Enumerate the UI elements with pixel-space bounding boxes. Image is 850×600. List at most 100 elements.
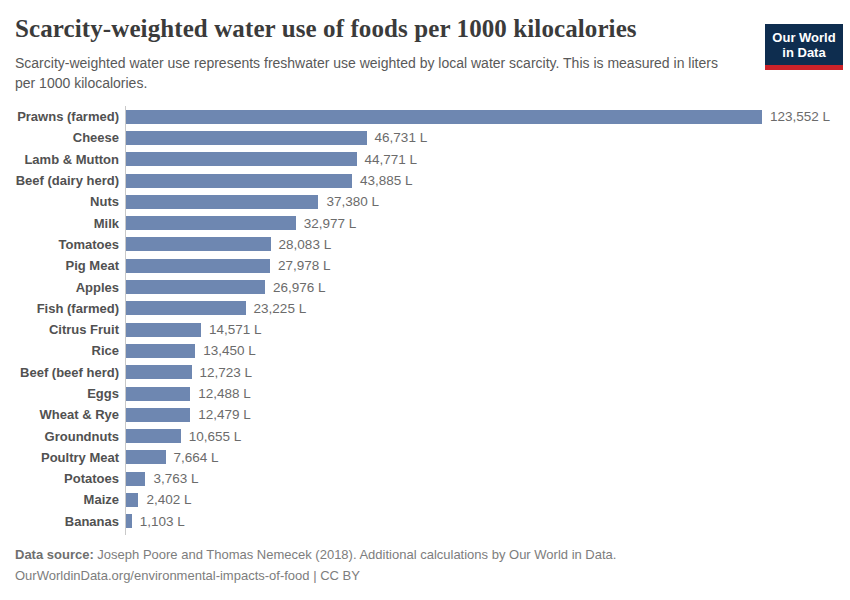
bar[interactable]	[126, 152, 357, 166]
chart-row: Potatoes 3,763 L	[15, 468, 835, 489]
bar-track: 46,731 L	[125, 127, 835, 148]
bar[interactable]	[126, 259, 270, 273]
value-label: 3,763 L	[153, 471, 198, 486]
chart-header: Scarcity-weighted water use of foods per…	[15, 14, 835, 93]
chart-row: Groundnuts 10,655 L	[15, 425, 835, 446]
chart-row: Citrus Fruit 14,571 L	[15, 319, 835, 340]
bar-track: 23,225 L	[125, 298, 835, 319]
chart-row: Maize 2,402 L	[15, 489, 835, 510]
category-label: Poultry Meat	[15, 450, 125, 465]
category-label: Apples	[15, 280, 125, 295]
value-label: 14,571 L	[209, 322, 262, 337]
category-label: Wheat & Rye	[15, 407, 125, 422]
logo-red-stripe	[765, 65, 843, 70]
footer-link: OurWorldinData.org/environmental-impacts…	[15, 565, 835, 586]
category-label: Pig Meat	[15, 258, 125, 273]
bar-track: 10,655 L	[125, 425, 835, 446]
bar[interactable]	[126, 237, 271, 251]
value-label: 10,655 L	[189, 429, 242, 444]
bar[interactable]	[126, 131, 367, 145]
bar-track: 44,771 L	[125, 149, 835, 170]
chart-row: Eggs 12,488 L	[15, 383, 835, 404]
data-source: Data source: Joseph Poore and Thomas Nem…	[15, 544, 835, 565]
category-label: Eggs	[15, 386, 125, 401]
value-label: 1,103 L	[140, 514, 185, 529]
chart-row: Nuts 37,380 L	[15, 191, 835, 212]
bar[interactable]	[126, 365, 192, 379]
chart-row: Prawns (farmed)123,552 L	[15, 106, 835, 127]
bar[interactable]	[126, 387, 190, 401]
owid-logo-line1: Our World	[772, 30, 835, 45]
bar[interactable]	[126, 408, 190, 422]
bar-track: 3,763 L	[125, 468, 835, 489]
value-label: 46,731 L	[375, 130, 428, 145]
value-label: 37,380 L	[326, 194, 379, 209]
page-title: Scarcity-weighted water use of foods per…	[15, 14, 835, 44]
value-label: 28,083 L	[279, 237, 332, 252]
bar[interactable]	[126, 323, 201, 337]
bar[interactable]	[126, 493, 138, 507]
value-label: 12,488 L	[198, 386, 251, 401]
value-label: 43,885 L	[360, 173, 413, 188]
category-label: Milk	[15, 216, 125, 231]
category-label: Tomatoes	[15, 237, 125, 252]
bar[interactable]	[126, 195, 318, 209]
owid-logo-text: Our World in Data	[765, 24, 843, 65]
bar-track: 12,479 L	[125, 404, 835, 425]
value-label: 12,479 L	[198, 407, 251, 422]
bar-track: 26,976 L	[125, 276, 835, 297]
value-label: 13,450 L	[203, 343, 256, 358]
value-label: 2,402 L	[146, 492, 191, 507]
bar-track: 12,488 L	[125, 383, 835, 404]
chart-row: Pig Meat 27,978 L	[15, 255, 835, 276]
bar[interactable]	[126, 514, 132, 528]
bar[interactable]	[126, 216, 296, 230]
bar-track: 32,977 L	[125, 212, 835, 233]
category-label: Cheese	[15, 130, 125, 145]
chart-row: Apples 26,976 L	[15, 276, 835, 297]
category-label: Groundnuts	[15, 429, 125, 444]
value-label: 32,977 L	[304, 216, 357, 231]
chart-row: Fish (farmed)23,225 L	[15, 298, 835, 319]
category-label: Beef (dairy herd)	[15, 173, 125, 188]
chart-page: Scarcity-weighted water use of foods per…	[0, 14, 850, 600]
chart-row: Beef (dairy herd) 43,885 L	[15, 170, 835, 191]
value-label: 12,723 L	[200, 365, 253, 380]
category-label: Rice	[15, 343, 125, 358]
chart-row: Milk 32,977 L	[15, 212, 835, 233]
bar-track: 14,571 L	[125, 319, 835, 340]
owid-logo-line2: in Data	[782, 45, 825, 60]
category-label: Bananas	[15, 514, 125, 529]
chart-row: Beef (beef herd) 12,723 L	[15, 362, 835, 383]
category-label: Lamb & Mutton	[15, 152, 125, 167]
value-label: 7,664 L	[174, 450, 219, 465]
chart-row: Rice 13,450 L	[15, 340, 835, 361]
category-label: Potatoes	[15, 471, 125, 486]
category-label: Beef (beef herd)	[15, 365, 125, 380]
category-label: Citrus Fruit	[15, 322, 125, 337]
bar-track: 123,552 L	[125, 106, 835, 127]
bar[interactable]	[126, 344, 195, 358]
bar[interactable]	[126, 472, 145, 486]
bar-track: 2,402 L	[125, 489, 835, 510]
bar[interactable]	[126, 429, 181, 443]
chart-row: Wheat & Rye 12,479 L	[15, 404, 835, 425]
category-label: Nuts	[15, 194, 125, 209]
category-label: Maize	[15, 492, 125, 507]
value-label: 26,976 L	[273, 280, 326, 295]
owid-logo[interactable]: Our World in Data	[765, 24, 843, 70]
bar-track: 27,978 L	[125, 255, 835, 276]
bar[interactable]	[126, 280, 265, 294]
bar[interactable]	[126, 301, 246, 315]
chart-row: Cheese 46,731 L	[15, 127, 835, 148]
bar[interactable]	[126, 110, 762, 124]
data-source-text: Joseph Poore and Thomas Nemecek (2018). …	[94, 547, 617, 562]
chart-subtitle: Scarcity-weighted water use represents f…	[15, 53, 720, 93]
bar[interactable]	[126, 450, 166, 464]
bar[interactable]	[126, 174, 352, 188]
chart-row: Bananas 1,103 L	[15, 511, 835, 532]
bar-track: 1,103 L	[125, 511, 835, 532]
chart-row: Poultry Meat 7,664 L	[15, 447, 835, 468]
value-label: 27,978 L	[278, 258, 331, 273]
data-source-label: Data source:	[15, 547, 94, 562]
